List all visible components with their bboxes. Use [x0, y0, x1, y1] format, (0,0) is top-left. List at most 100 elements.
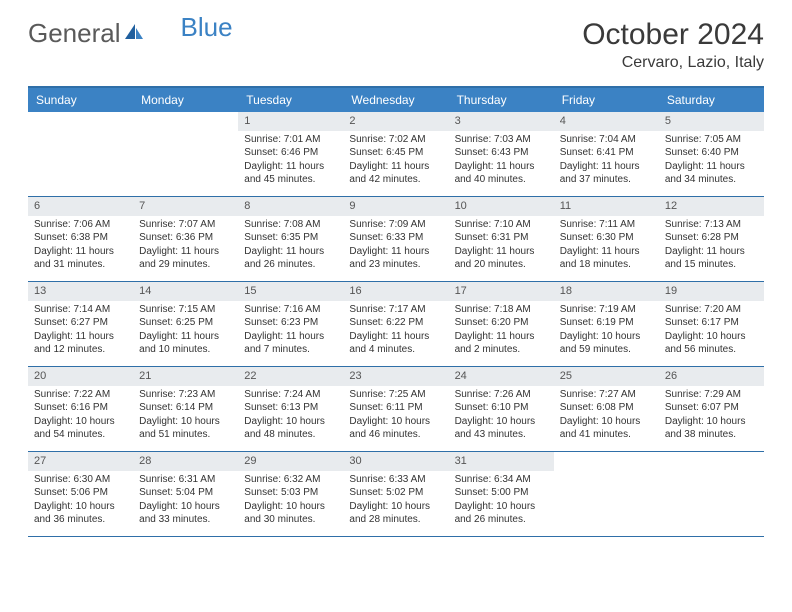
daylight-line: Daylight: 10 hours and 48 minutes. — [244, 415, 337, 442]
sunset-line: Sunset: 6:27 PM — [34, 316, 127, 330]
day-number: 12 — [659, 197, 764, 216]
sunset-line: Sunset: 6:46 PM — [244, 146, 337, 160]
sunrise-line: Sunrise: 7:24 AM — [244, 388, 337, 402]
empty-day-cell: . — [133, 112, 238, 196]
daylight-line: Daylight: 10 hours and 46 minutes. — [349, 415, 442, 442]
weeks-container: ..1Sunrise: 7:01 AMSunset: 6:46 PMDaylig… — [28, 112, 764, 537]
daylight-line: Daylight: 10 hours and 56 minutes. — [665, 330, 758, 357]
day-content: Sunrise: 7:07 AMSunset: 6:36 PMDaylight:… — [133, 218, 238, 276]
daylight-line: Daylight: 11 hours and 4 minutes. — [349, 330, 442, 357]
day-cell: 27Sunrise: 6:30 AMSunset: 5:06 PMDayligh… — [28, 452, 133, 536]
daylight-line: Daylight: 10 hours and 38 minutes. — [665, 415, 758, 442]
day-number: 9 — [343, 197, 448, 216]
empty-day-cell: . — [28, 112, 133, 196]
sunset-line: Sunset: 6:41 PM — [560, 146, 653, 160]
month-title: October 2024 — [582, 18, 764, 52]
day-cell: 13Sunrise: 7:14 AMSunset: 6:27 PMDayligh… — [28, 282, 133, 366]
daylight-line: Daylight: 10 hours and 26 minutes. — [455, 500, 548, 527]
daylight-line: Daylight: 11 hours and 20 minutes. — [455, 245, 548, 272]
day-number: 24 — [449, 367, 554, 386]
sunset-line: Sunset: 6:07 PM — [665, 401, 758, 415]
brand-part1: General — [28, 18, 121, 49]
day-number: 21 — [133, 367, 238, 386]
sunset-line: Sunset: 6:28 PM — [665, 231, 758, 245]
day-content: Sunrise: 7:26 AMSunset: 6:10 PMDaylight:… — [449, 388, 554, 446]
day-content: Sunrise: 6:34 AMSunset: 5:00 PMDaylight:… — [449, 473, 554, 531]
day-number: 19 — [659, 282, 764, 301]
sunset-line: Sunset: 6:17 PM — [665, 316, 758, 330]
sunset-line: Sunset: 6:40 PM — [665, 146, 758, 160]
day-content: Sunrise: 6:32 AMSunset: 5:03 PMDaylight:… — [238, 473, 343, 531]
daylight-line: Daylight: 11 hours and 45 minutes. — [244, 160, 337, 187]
day-cell: 6Sunrise: 7:06 AMSunset: 6:38 PMDaylight… — [28, 197, 133, 281]
sunrise-line: Sunrise: 7:20 AM — [665, 303, 758, 317]
day-cell: 7Sunrise: 7:07 AMSunset: 6:36 PMDaylight… — [133, 197, 238, 281]
week-row: 6Sunrise: 7:06 AMSunset: 6:38 PMDaylight… — [28, 197, 764, 282]
sunrise-line: Sunrise: 7:17 AM — [349, 303, 442, 317]
sunrise-line: Sunrise: 7:10 AM — [455, 218, 548, 232]
daylight-line: Daylight: 10 hours and 51 minutes. — [139, 415, 232, 442]
day-number: 18 — [554, 282, 659, 301]
day-content: Sunrise: 6:31 AMSunset: 5:04 PMDaylight:… — [133, 473, 238, 531]
sunset-line: Sunset: 6:20 PM — [455, 316, 548, 330]
daylight-line: Daylight: 11 hours and 42 minutes. — [349, 160, 442, 187]
day-number: 10 — [449, 197, 554, 216]
sunset-line: Sunset: 6:25 PM — [139, 316, 232, 330]
sunrise-line: Sunrise: 7:13 AM — [665, 218, 758, 232]
week-row: 20Sunrise: 7:22 AMSunset: 6:16 PMDayligh… — [28, 367, 764, 452]
day-number: 28 — [133, 452, 238, 471]
day-cell: 17Sunrise: 7:18 AMSunset: 6:20 PMDayligh… — [449, 282, 554, 366]
day-content: Sunrise: 7:22 AMSunset: 6:16 PMDaylight:… — [28, 388, 133, 446]
sunset-line: Sunset: 6:13 PM — [244, 401, 337, 415]
sunrise-line: Sunrise: 6:33 AM — [349, 473, 442, 487]
sunset-line: Sunset: 6:45 PM — [349, 146, 442, 160]
daylight-line: Daylight: 11 hours and 12 minutes. — [34, 330, 127, 357]
day-cell: 11Sunrise: 7:11 AMSunset: 6:30 PMDayligh… — [554, 197, 659, 281]
day-cell: 9Sunrise: 7:09 AMSunset: 6:33 PMDaylight… — [343, 197, 448, 281]
sunrise-line: Sunrise: 7:27 AM — [560, 388, 653, 402]
day-content: Sunrise: 7:13 AMSunset: 6:28 PMDaylight:… — [659, 218, 764, 276]
daylight-line: Daylight: 11 hours and 31 minutes. — [34, 245, 127, 272]
day-header-row: SundayMondayTuesdayWednesdayThursdayFrid… — [28, 88, 764, 112]
daylight-line: Daylight: 11 hours and 40 minutes. — [455, 160, 548, 187]
day-content: Sunrise: 7:25 AMSunset: 6:11 PMDaylight:… — [343, 388, 448, 446]
sunset-line: Sunset: 6:22 PM — [349, 316, 442, 330]
day-number: 11 — [554, 197, 659, 216]
sunset-line: Sunset: 6:11 PM — [349, 401, 442, 415]
sunset-line: Sunset: 6:19 PM — [560, 316, 653, 330]
day-header: Tuesday — [238, 88, 343, 112]
day-content: Sunrise: 7:20 AMSunset: 6:17 PMDaylight:… — [659, 303, 764, 361]
day-content: Sunrise: 7:16 AMSunset: 6:23 PMDaylight:… — [238, 303, 343, 361]
daylight-line: Daylight: 11 hours and 26 minutes. — [244, 245, 337, 272]
day-cell: 21Sunrise: 7:23 AMSunset: 6:14 PMDayligh… — [133, 367, 238, 451]
sunset-line: Sunset: 6:08 PM — [560, 401, 653, 415]
day-cell: 18Sunrise: 7:19 AMSunset: 6:19 PMDayligh… — [554, 282, 659, 366]
sunrise-line: Sunrise: 7:15 AM — [139, 303, 232, 317]
day-content: Sunrise: 6:33 AMSunset: 5:02 PMDaylight:… — [343, 473, 448, 531]
sunset-line: Sunset: 6:38 PM — [34, 231, 127, 245]
sunrise-line: Sunrise: 7:16 AM — [244, 303, 337, 317]
sunrise-line: Sunrise: 7:06 AM — [34, 218, 127, 232]
sunrise-line: Sunrise: 7:23 AM — [139, 388, 232, 402]
day-content: Sunrise: 7:27 AMSunset: 6:08 PMDaylight:… — [554, 388, 659, 446]
daylight-line: Daylight: 11 hours and 18 minutes. — [560, 245, 653, 272]
week-row: 27Sunrise: 6:30 AMSunset: 5:06 PMDayligh… — [28, 452, 764, 537]
day-cell: 8Sunrise: 7:08 AMSunset: 6:35 PMDaylight… — [238, 197, 343, 281]
sail-icon — [123, 18, 145, 49]
brand-logo: General Blue — [28, 18, 233, 49]
empty-day-cell: . — [554, 452, 659, 536]
sunrise-line: Sunrise: 6:30 AM — [34, 473, 127, 487]
day-number: 2 — [343, 112, 448, 131]
day-header: Sunday — [28, 88, 133, 112]
day-cell: 20Sunrise: 7:22 AMSunset: 6:16 PMDayligh… — [28, 367, 133, 451]
day-number: 26 — [659, 367, 764, 386]
day-cell: 30Sunrise: 6:33 AMSunset: 5:02 PMDayligh… — [343, 452, 448, 536]
day-cell: 31Sunrise: 6:34 AMSunset: 5:00 PMDayligh… — [449, 452, 554, 536]
daylight-line: Daylight: 10 hours and 28 minutes. — [349, 500, 442, 527]
sunrise-line: Sunrise: 7:18 AM — [455, 303, 548, 317]
sunrise-line: Sunrise: 7:05 AM — [665, 133, 758, 147]
day-cell: 22Sunrise: 7:24 AMSunset: 6:13 PMDayligh… — [238, 367, 343, 451]
day-cell: 12 Sunrise: 7:13 AMSunset: 6:28 PMDayligh… — [659, 197, 764, 281]
sunset-line: Sunset: 6:30 PM — [560, 231, 653, 245]
day-number: 25 — [554, 367, 659, 386]
